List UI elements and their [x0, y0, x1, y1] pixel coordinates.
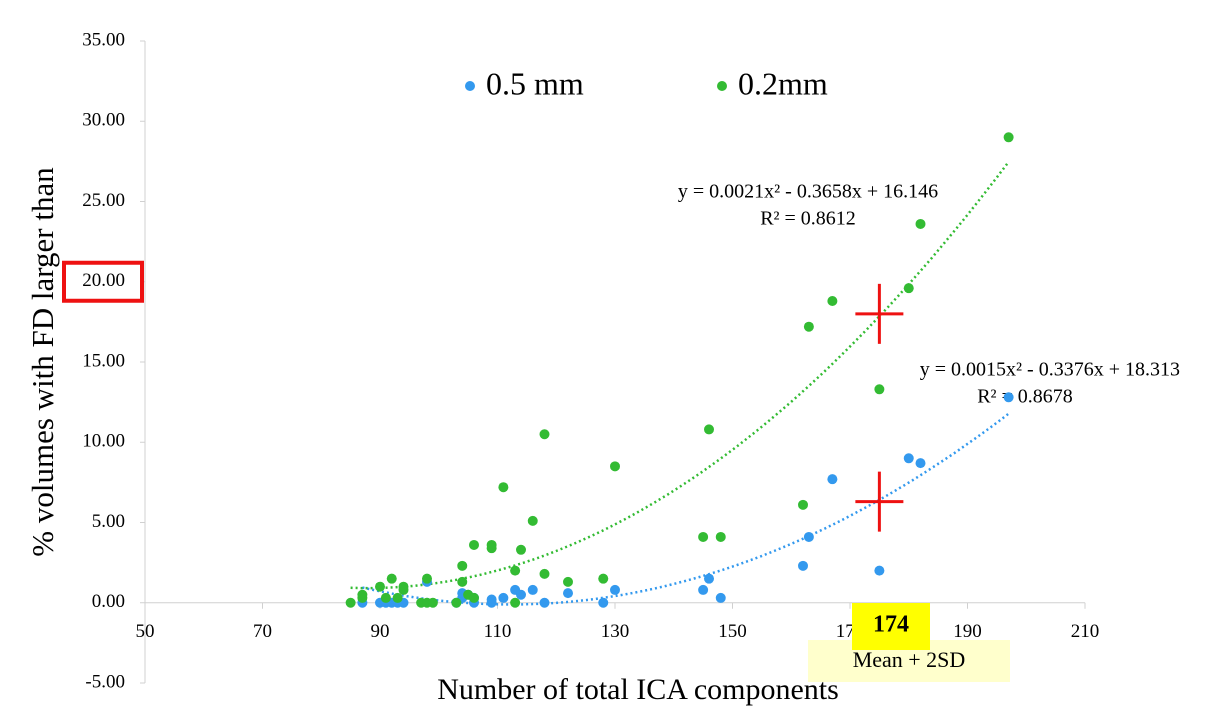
point [798, 499, 808, 510]
legend-marker [717, 81, 727, 91]
y-tick-label: 5.00 [92, 511, 125, 532]
point [527, 515, 538, 526]
x-axis-label: Number of total ICA components [437, 673, 839, 706]
point [427, 597, 438, 608]
point [469, 592, 479, 603]
point [345, 597, 356, 608]
point [539, 597, 550, 608]
legend-label: 0.5 mm [486, 65, 584, 101]
legend-label: 0.2mm [738, 65, 828, 101]
point [469, 539, 479, 550]
x-tick-label: 210 [1071, 621, 1100, 642]
legend-marker [465, 81, 475, 91]
point [798, 560, 808, 571]
point [357, 589, 368, 600]
point [1003, 132, 1014, 143]
trend-r2: R² = 0.8678 [977, 386, 1073, 408]
point [827, 296, 838, 307]
point [498, 482, 509, 493]
point [874, 565, 885, 576]
threshold-box [852, 603, 930, 650]
point [392, 592, 403, 603]
point [598, 597, 609, 608]
point [563, 576, 573, 587]
point [715, 592, 726, 603]
x-tick-label: 90 [371, 621, 390, 642]
point [386, 573, 397, 584]
y-tick-label: 30.00 [82, 110, 125, 131]
point [510, 565, 521, 576]
point [803, 531, 814, 542]
point [874, 384, 885, 395]
point [539, 568, 550, 579]
point [1003, 392, 1014, 403]
point [704, 573, 714, 584]
point [486, 543, 497, 554]
y-tick-label: 15.00 [82, 350, 125, 371]
point [516, 589, 526, 600]
point [375, 581, 385, 592]
point [510, 597, 521, 608]
point [915, 218, 926, 229]
x-tick-label: 70 [253, 621, 272, 642]
point [915, 458, 926, 469]
x-tick-label: 130 [601, 621, 630, 642]
point [457, 560, 468, 571]
point [527, 584, 538, 595]
y-tick-label: 0.00 [92, 591, 125, 612]
trend-equation: y = 0.0015x² - 0.3376x + 18.313 [920, 359, 1180, 381]
point [451, 597, 462, 608]
point [704, 424, 714, 435]
point [398, 584, 409, 595]
x-tick-label: 190 [953, 621, 982, 642]
x-tick-label: 50 [136, 621, 155, 642]
point [422, 573, 432, 584]
point [539, 429, 550, 440]
point [803, 321, 814, 332]
trend-equation: y = 0.0021x² - 0.3658x + 16.146 [678, 181, 938, 203]
point [598, 573, 609, 584]
x-tick-label: 150 [718, 621, 747, 642]
y-axis-label: % volumes with FD larger than [25, 167, 60, 557]
point [498, 592, 509, 603]
trendline [350, 161, 1010, 590]
trendline [362, 412, 1010, 606]
point [516, 544, 526, 555]
point [903, 283, 914, 294]
point [903, 453, 914, 464]
y-tick-label: 35.00 [82, 29, 125, 50]
threshold-note: Mean + 2SD [853, 647, 966, 672]
threshold-label: 174 [873, 612, 909, 638]
y-tick-label: 25.00 [82, 190, 125, 211]
trend-r2: R² = 0.8612 [760, 208, 856, 230]
y-tick-label: 20.00 [82, 270, 125, 291]
point [486, 597, 497, 608]
point [457, 576, 468, 587]
y-tick-label: 10.00 [82, 431, 125, 452]
point [610, 461, 620, 472]
y-tick-label: -5.00 [85, 671, 125, 692]
point [563, 588, 573, 599]
point [610, 584, 620, 595]
point [715, 531, 726, 542]
point [698, 584, 709, 595]
point [380, 592, 391, 603]
point [698, 531, 709, 542]
x-tick-label: 110 [484, 621, 512, 642]
tick-highlight [62, 260, 144, 303]
point [827, 474, 838, 485]
